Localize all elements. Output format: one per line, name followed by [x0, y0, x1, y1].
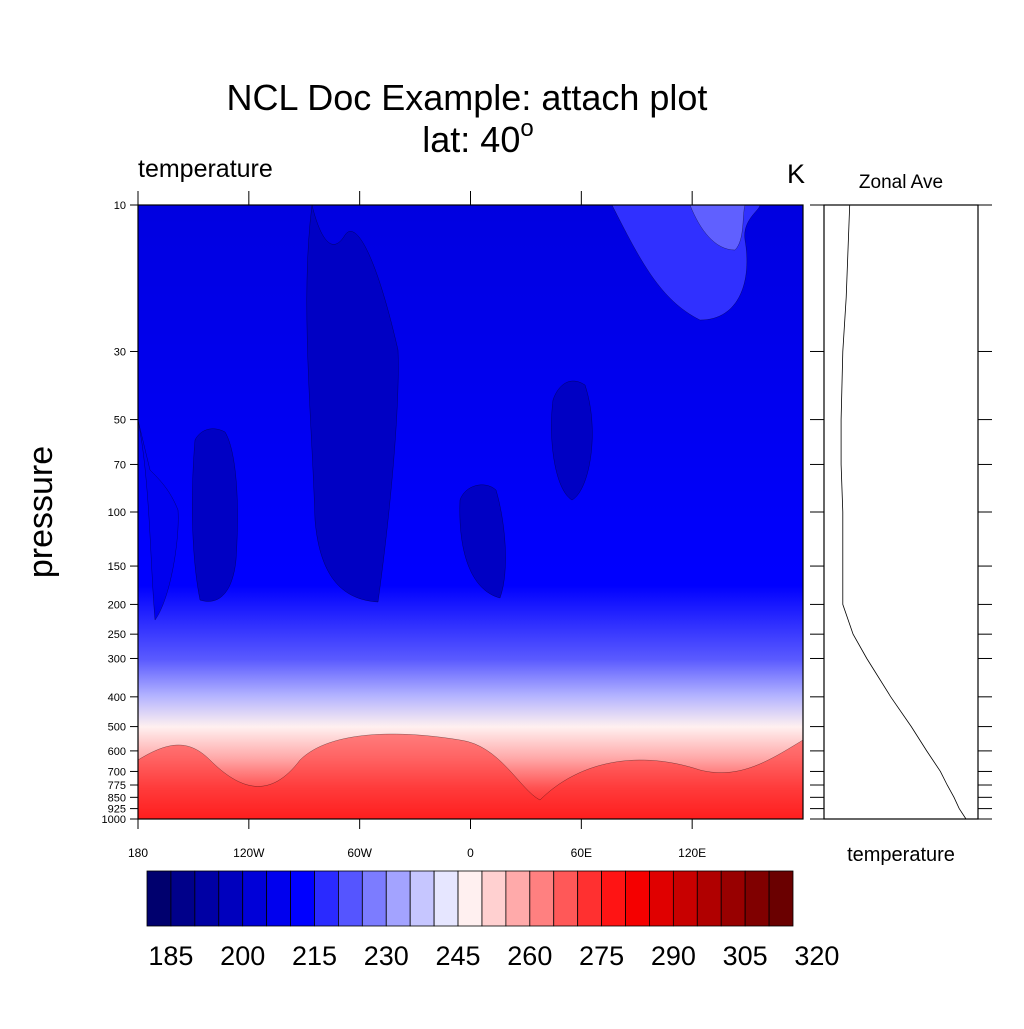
- y-tick-label: 200: [108, 599, 126, 611]
- colorbar-box: [146, 870, 172, 927]
- colorbar-box: [696, 870, 722, 927]
- left-string: temperature: [138, 155, 273, 183]
- zonal-y-ticks: [810, 204, 992, 820]
- colorbar-box: [194, 870, 220, 927]
- colorbar-label: 245: [436, 941, 481, 971]
- colorbar-box: [266, 870, 291, 927]
- y-tick-label: 70: [114, 459, 126, 471]
- y-tick-label: 10: [114, 200, 126, 212]
- colorbar-box: [649, 870, 674, 927]
- colorbar-box: [577, 870, 602, 927]
- subtitle-superscript: o: [520, 115, 533, 142]
- colorbar-box: [338, 870, 363, 927]
- colorbar-label: 290: [651, 941, 696, 971]
- y-tick-label: 400: [108, 692, 126, 704]
- colorbar-box: [409, 870, 435, 927]
- zonal-x-label: temperature: [847, 844, 955, 866]
- colorbar-box: [242, 870, 268, 927]
- contour-warm-pocket: [138, 419, 179, 621]
- colorbar-box: [385, 870, 411, 927]
- y-tick-label: 30: [114, 346, 126, 358]
- y-tick-label: 250: [108, 629, 126, 641]
- y-tick-label: 150: [108, 561, 126, 573]
- zonal-title: Zonal Ave: [859, 172, 943, 193]
- colorbar-box: [625, 870, 650, 927]
- right-string: K: [787, 159, 805, 189]
- y-tick-label: 1000: [102, 814, 126, 826]
- colorbar-box: [290, 870, 315, 927]
- zonal-average-plot: Zonal Ave temperature: [810, 172, 992, 866]
- colorbar-label: 305: [723, 941, 768, 971]
- x-tick-label: 60W: [347, 846, 372, 860]
- colorbar-box: [553, 870, 579, 927]
- colorbar-box: [433, 870, 459, 927]
- colorbar-box: [601, 870, 626, 927]
- y-tick-label: 700: [108, 766, 126, 778]
- colorbar-label: 320: [794, 941, 839, 971]
- colorbar-box: [314, 870, 339, 927]
- x-axis-ticks: 180 120W 60W 0 60E 120E: [128, 191, 706, 860]
- colorbar-box: [218, 870, 244, 927]
- colorbar-box: [361, 870, 387, 927]
- contour-cold-core-a: [192, 428, 238, 602]
- colorbar-label: 185: [148, 941, 193, 971]
- contour-surface-warm-band: [138, 733, 803, 819]
- colorbar-box: [768, 870, 794, 927]
- colorbar-box: [481, 870, 507, 927]
- chart-title: NCL Doc Example: attach plot: [227, 77, 708, 118]
- chart-subtitle: lat: 40o: [422, 115, 533, 160]
- colorbar-box: [720, 870, 746, 927]
- y-tick-label: 925: [108, 804, 126, 816]
- y-tick-label: 600: [108, 746, 126, 758]
- colorbar-box: [457, 870, 483, 927]
- colorbar-box: [170, 870, 196, 927]
- contour-cold-core-b: [459, 484, 506, 599]
- contour-warm-upper-east-core: [689, 205, 746, 251]
- colorbar-label: 275: [579, 941, 624, 971]
- colorbar-box: [529, 870, 555, 927]
- zonal-frame: [823, 204, 979, 820]
- y-tick-label: 50: [114, 415, 126, 427]
- y-tick-label: 500: [108, 722, 126, 734]
- colorbar-label: 215: [292, 941, 337, 971]
- colorbar-box: [744, 870, 770, 927]
- y-tick-label: 300: [108, 653, 126, 665]
- colorbar: 185 200 215 230 245 260 275 290 305 320: [146, 870, 839, 971]
- y-tick-label: 850: [108, 792, 126, 804]
- zonal-series-line: [840, 204, 967, 820]
- y-axis-ticks: 10 30 50 70 100 150 200 250 300 400 500 600 700 77585…: [102, 200, 138, 826]
- contour-plot: 10 30 50 70 100 150 200 250 300 400 500 600 700 77585…: [102, 191, 804, 860]
- contour-cold-core-c: [551, 380, 593, 501]
- x-tick-label: 120W: [233, 846, 265, 860]
- y-tick-label: 775: [108, 780, 126, 792]
- x-tick-label: 60E: [571, 846, 592, 860]
- colorbar-label: 260: [507, 941, 552, 971]
- x-tick-label: 120E: [678, 846, 706, 860]
- y-tick-label: 100: [108, 507, 126, 519]
- x-tick-label: 0: [467, 846, 474, 860]
- contour-cold-core-west: [306, 205, 399, 603]
- colorbar-box: [672, 870, 698, 927]
- y-axis-label: pressure: [22, 446, 60, 578]
- colorbar-label: 230: [364, 941, 409, 971]
- subtitle-text: lat: 40: [422, 119, 520, 160]
- colorbar-label: 200: [220, 941, 265, 971]
- x-tick-label: 180: [128, 846, 148, 860]
- colorbar-box: [505, 870, 531, 927]
